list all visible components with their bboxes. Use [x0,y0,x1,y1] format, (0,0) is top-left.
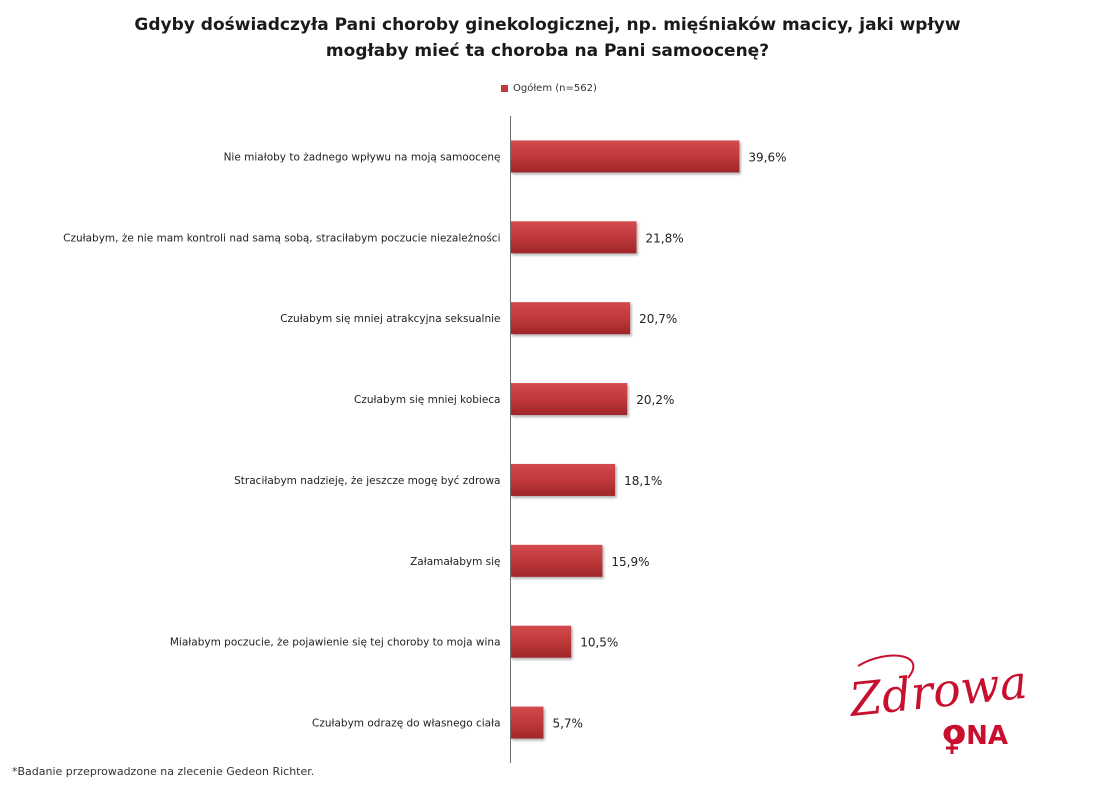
value-label: 10,5% [580,636,618,650]
legend-swatch [501,85,508,92]
category-label: Czułabym odrazę do własnego ciała [312,718,501,730]
zdrowa-ona-logo: Zdrowa ONA [848,654,1030,754]
value-label: 20,2% [636,393,674,407]
category-labels: Nie miałoby to żadnego wpływu na moją sa… [63,151,500,729]
value-label: 15,9% [611,555,649,569]
value-label: 20,7% [639,312,677,326]
value-labels: 39,6% 21,8% 20,7% 20,2% 18,1% 15,9% 10,5% 5,7% [552,150,786,730]
category-label: Czułabym, że nie mam kontroli nad samą s… [63,232,500,244]
bar [510,221,637,254]
bar [510,383,628,416]
category-label: Czułabym się mniej kobieca [354,394,500,406]
bars [510,140,740,739]
bar [510,544,603,577]
chart-title: Gdyby doświadczyła Pani choroby ginekolo… [134,15,961,61]
legend-label: Ogółem (n=562) [513,83,597,94]
category-label: Czułabym się mniej atrakcyjna seksualnie [280,313,500,325]
logo-swoosh [857,654,915,679]
female-symbol-icon [943,725,961,754]
category-label: Nie miałoby to żadnego wpływu na moją sa… [224,151,501,163]
bar [510,302,631,335]
bar [510,706,544,739]
footnote: *Badanie przeprowadzone na zlecenie Gede… [12,765,315,778]
bar [510,463,616,496]
value-label: 39,6% [748,150,786,164]
bar [510,140,740,173]
logo-script-text: Zdrowa [848,655,1030,728]
category-label: Straciłabym nadzieję, że jeszcze mogę by… [234,475,500,487]
category-label: Miałabym poczucie, że pojawienie się tej… [170,637,501,649]
value-label: 18,1% [624,474,662,488]
value-label: 5,7% [552,717,583,731]
bar [510,625,572,658]
category-label: Załamałabym się [410,556,500,568]
legend: Ogółem (n=562) [501,83,597,94]
value-label: 21,8% [646,231,684,245]
